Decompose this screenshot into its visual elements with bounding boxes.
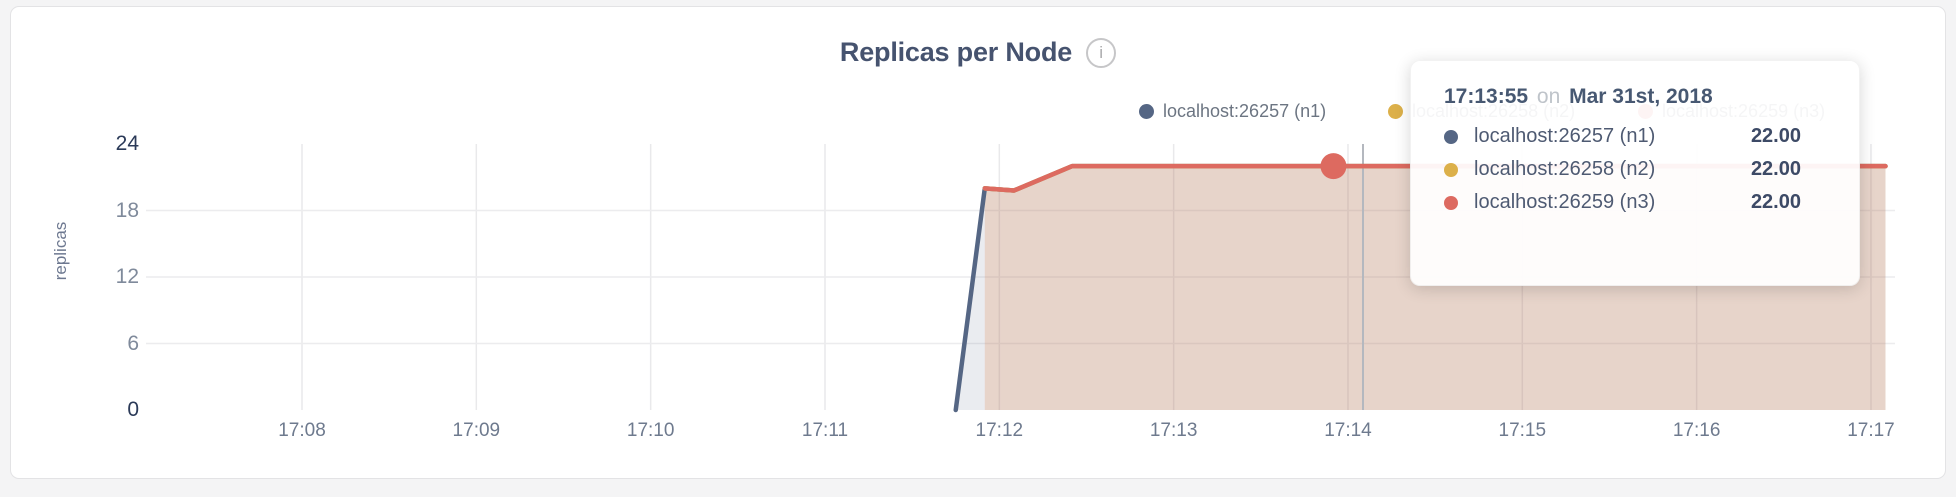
x-tick-label: 17:13 [1149, 420, 1198, 441]
x-tick-label: 17:09 [452, 420, 501, 441]
tooltip-row: localhost:26259 (n3) 22.00 [1444, 186, 1801, 219]
x-tick-label: 17:08 [278, 420, 326, 441]
tooltip-row: localhost:26258 (n2) 22.00 [1444, 153, 1801, 186]
tooltip-series-label: localhost:26257 (n1) [1474, 125, 1656, 147]
y-axis-label: replicas [51, 221, 70, 281]
tooltip-series-value: 22.00 [1750, 158, 1801, 180]
chart-title: Replicas per Node [839, 37, 1073, 67]
legend-item[interactable]: localhost:26257 (n1) [1139, 101, 1326, 122]
tooltip-series-label: localhost:26259 (n3) [1474, 191, 1656, 213]
x-tick-label: 17:12 [975, 420, 1024, 441]
tooltip-series-dot [1444, 162, 1458, 177]
y-tick-label: 0 [127, 398, 139, 421]
info-icon[interactable]: i [1086, 37, 1117, 68]
hover-point [1320, 153, 1347, 180]
hover-tooltip: 17:13:55 on Mar 31st, 2018 localhost:262… [1410, 60, 1860, 286]
x-tick-label: 17:10 [626, 420, 675, 441]
tooltip-time: 17:13:55 [1444, 85, 1529, 108]
y-tick-label: 24 [115, 132, 139, 155]
legend-series-dot [1139, 104, 1154, 119]
tooltip-series-dot [1444, 129, 1458, 144]
tooltip-date: Mar 31st, 2018 [1569, 85, 1713, 108]
tooltip-series-value: 22.00 [1750, 191, 1801, 213]
y-tick-label: 18 [115, 198, 139, 222]
tooltip-series-value: 22.00 [1750, 125, 1801, 147]
legend-series-label: localhost:26257 (n1) [1163, 101, 1327, 121]
tooltip-header: 17:13:55 on Mar 31st, 2018 [1444, 85, 1801, 109]
y-tick-label: 12 [115, 265, 139, 288]
tooltip-rows: localhost:26257 (n1) 22.00 localhost:26258… [1444, 120, 1801, 219]
x-tick-label: 17:14 [1324, 420, 1372, 441]
x-tick-label: 17:16 [1672, 420, 1721, 441]
tooltip-series-label: localhost:26258 (n2) [1474, 158, 1656, 180]
tooltip-on: on [1536, 85, 1561, 108]
tooltip-series-dot [1444, 195, 1458, 210]
legend-series-dot [1388, 104, 1403, 119]
x-tick-label: 17:11 [801, 420, 849, 441]
chart-card: Replicas per Node i replicas 24 18 12 6 0 17… [10, 6, 1946, 479]
x-tick-label: 17:17 [1847, 420, 1895, 441]
chart-header: Replicas per Node i [11, 37, 1945, 68]
tooltip-row: localhost:26257 (n1) 22.00 [1444, 120, 1801, 153]
x-tick-label: 17:15 [1498, 420, 1547, 441]
y-tick-label: 6 [127, 331, 139, 355]
